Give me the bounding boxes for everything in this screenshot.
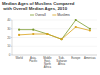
tick-label: 0 (9, 53, 11, 57)
series-line (19, 20, 90, 39)
chart: Median Ages of Muslims Compared with Ove… (0, 0, 100, 75)
plot-area (18, 19, 91, 40)
category-label-line: Africa (58, 62, 66, 66)
title-line: with Overall Median Ages, 2010 (2, 6, 68, 11)
y-axis (12, 20, 13, 55)
series-marker (46, 33, 48, 35)
category-label-line: World (15, 56, 23, 60)
series-marker (89, 29, 91, 31)
tick-label: 20 (7, 36, 11, 40)
legend-swatch (30, 15, 34, 16)
category-label: MiddleEast-NorthAfrica (43, 56, 52, 69)
category-label-line: Europe (71, 56, 80, 60)
legend-swatch (52, 15, 56, 16)
tick-label: 10 (7, 44, 11, 48)
series-marker (60, 38, 62, 40)
grid-line (12, 46, 97, 47)
series-marker (18, 34, 20, 36)
category-label: Sub-SaharanAfrica (56, 56, 67, 66)
category-label: Europe (71, 56, 80, 60)
title: Median Ages of Muslims Compared with Ove… (2, 1, 75, 11)
series-marker (32, 33, 34, 35)
category-label-line: Pacific (29, 59, 38, 63)
series-marker (60, 38, 62, 40)
legend-entry: Overall (35, 13, 46, 17)
category-label: World (15, 56, 23, 60)
grid-line (12, 37, 97, 38)
series-marker (32, 29, 34, 31)
category-label: Asia-Pacific (29, 56, 38, 63)
legend-entry: Muslims (57, 13, 70, 17)
series-line (19, 27, 90, 39)
tick-label: 40 (7, 18, 11, 22)
tick-label: 30 (7, 27, 11, 31)
grid-line (12, 20, 97, 21)
series-marker (18, 29, 20, 31)
series-marker (75, 26, 77, 28)
series-marker (75, 19, 77, 21)
series-marker (46, 33, 48, 35)
category-label: Americas (84, 56, 96, 60)
category-label-line: Americas (84, 56, 96, 60)
category-label-line: Africa (44, 65, 52, 69)
